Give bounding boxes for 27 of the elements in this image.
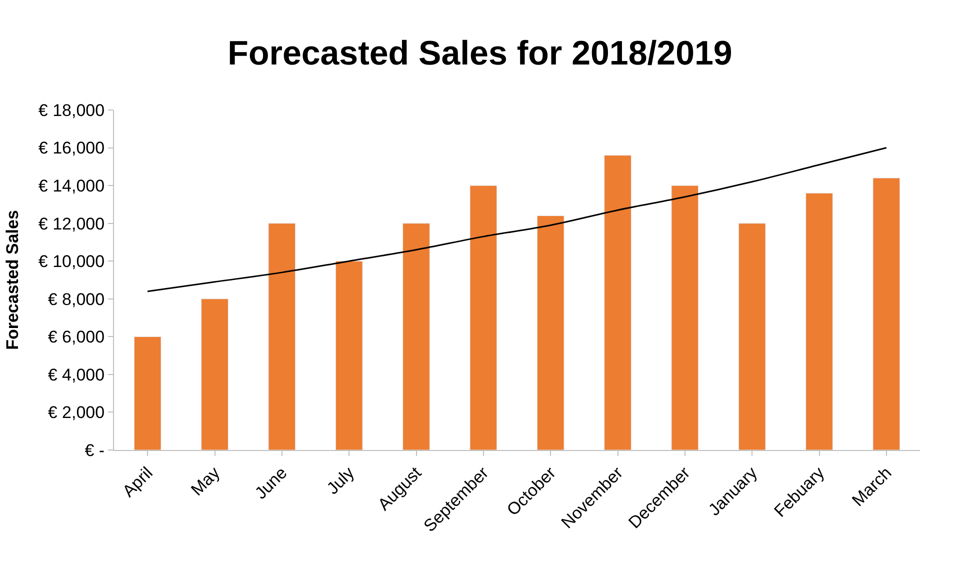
bar [470,185,498,450]
bar [536,216,564,450]
y-tick-label: € 4,000 [48,365,105,384]
y-tick-label: € 6,000 [48,328,105,347]
y-tick-label: € 8,000 [48,290,105,309]
line-series [146,147,888,292]
y-tick-label: € 14,000 [38,176,105,196]
y-tick-label: € 2,000 [48,403,105,422]
y-tick-label: € 16,000 [38,138,105,158]
bar [738,223,766,450]
bar [134,336,162,450]
bar [671,185,699,450]
y-tick-label: € 10,000 [38,252,105,272]
bar [201,298,228,450]
y-tick-label: € - [84,440,105,460]
y-axis-title: Forecasted Sales [2,210,22,350]
bar [268,223,296,450]
x-tick-label: July [323,462,358,498]
y-tick-label: € 18,000 [38,100,105,120]
bar [872,178,900,450]
bar [604,155,632,450]
bar [402,223,430,450]
bar [806,192,833,450]
x-tick-label: May [187,462,224,500]
y-tick-label: € 12,000 [38,214,105,234]
chart-title: Forecasted Sales for 2018/2019 [228,34,732,72]
bar [335,260,363,450]
